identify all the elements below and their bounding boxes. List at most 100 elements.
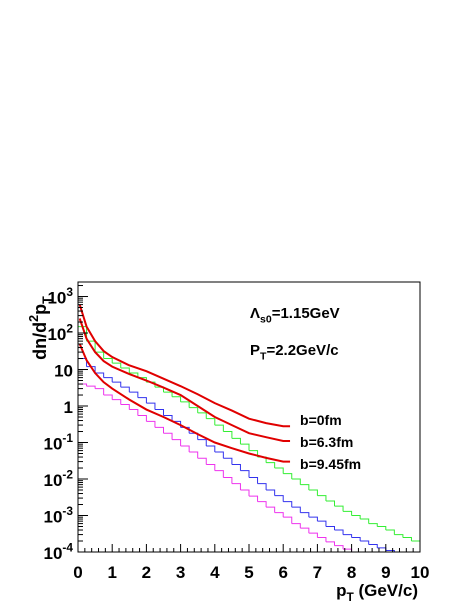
histogram-bin (240, 470, 250, 478)
histogram-bin (334, 545, 344, 550)
histogram-bin (325, 541, 335, 546)
histogram-bin (103, 377, 113, 383)
histogram-bin (283, 473, 293, 480)
histogram-bin (283, 501, 293, 508)
histogram-bin (240, 443, 250, 451)
y-tick-label: 10-4 (44, 540, 74, 563)
histogram-bin (180, 445, 190, 452)
histogram-bin (231, 483, 241, 490)
histogram-bin (385, 529, 395, 535)
histogram-bin (266, 506, 276, 513)
histogram-bin (300, 527, 310, 534)
histogram-bin (308, 532, 318, 538)
histogram-bin (402, 536, 412, 542)
histogram-bin (197, 412, 207, 419)
histogram-bin (214, 470, 224, 478)
histogram-bin (189, 451, 199, 459)
curve-label: b=6.3fm (300, 434, 353, 450)
histogram-bin (300, 484, 310, 490)
x-tick-label: 9 (381, 563, 390, 582)
histogram-bin (360, 518, 370, 524)
histogram-bin (86, 366, 96, 374)
curve-label: b=0fm (300, 412, 342, 428)
histogram-bin (206, 463, 216, 471)
histogram-bin (274, 495, 284, 502)
histogram-bin (86, 385, 96, 389)
histogram-bin (317, 495, 327, 501)
histogram-bin (291, 506, 301, 513)
histogram-bin (266, 462, 276, 469)
curve-label: b=9.45fm (300, 456, 361, 472)
y-axis-label: dn/d2pT (27, 296, 55, 360)
histogram-bin (214, 424, 224, 432)
histogram-bin (223, 476, 233, 484)
histogram-bin (368, 544, 378, 548)
histogram-bin (360, 540, 370, 545)
histogram-bin (223, 457, 233, 465)
histogram-bin (249, 476, 259, 484)
histogram-bin (163, 414, 173, 422)
histogram-bin (172, 439, 182, 447)
histogram-bin (120, 386, 130, 393)
y-tick-label: 103 (47, 285, 73, 308)
histogram-bin (334, 529, 344, 535)
curve (78, 343, 291, 463)
histogram-bin (257, 501, 267, 508)
histogram-bin (274, 512, 284, 518)
histogram-bin (137, 397, 147, 404)
histogram-bin (369, 556, 378, 558)
histogram-bin (351, 536, 361, 542)
histogram-bin (283, 516, 293, 524)
histogram-bin (249, 495, 259, 502)
histogram-bin (368, 523, 378, 527)
curve (78, 304, 291, 428)
curve (78, 318, 291, 442)
histogram-bin (137, 414, 147, 422)
x-tick-label: 10 (411, 563, 430, 582)
histogram-bin (163, 391, 173, 397)
histogram-bin (129, 409, 139, 416)
histogram-bin (120, 404, 130, 410)
histogram-bin (197, 457, 207, 465)
histogram-bin (120, 367, 130, 374)
histogram-bin (103, 358, 113, 364)
histogram-bin (112, 381, 122, 388)
histogram-bin (129, 372, 139, 378)
y-tick-label: 1 (64, 398, 73, 417)
histogram-bin (394, 563, 403, 567)
x-tick-label: 0 (73, 563, 82, 582)
histogram-bin (197, 439, 207, 447)
histogram-bin (308, 516, 318, 522)
histogram-bin (240, 489, 250, 497)
histogram-bin (95, 388, 105, 396)
histogram-bin (112, 399, 122, 405)
x-tick-label: 2 (142, 563, 151, 582)
plot-area (78, 304, 420, 567)
x-tick-label: 3 (176, 563, 185, 582)
histogram-bin (154, 409, 164, 416)
histogram-bin (214, 451, 224, 459)
histogram-bin (274, 467, 284, 474)
x-tick-label: 8 (347, 563, 356, 582)
histogram-bin (180, 401, 190, 408)
histogram-bin (206, 418, 216, 426)
histogram-bin (308, 489, 318, 496)
histogram-bin (172, 396, 182, 402)
histogram-bin (266, 489, 276, 496)
histogram-bin (351, 515, 361, 520)
y-tick-label: 10-3 (44, 504, 74, 527)
histogram-bin (343, 510, 353, 516)
x-tick-label: 7 (313, 563, 322, 582)
annotation: PT=2.2GeV/c (250, 342, 339, 363)
histogram-bin (223, 431, 233, 439)
histogram-bin (317, 520, 327, 527)
histogram-bin (291, 478, 301, 485)
histogram-bin (231, 437, 241, 445)
y-tick-label: 102 (47, 321, 73, 344)
histogram-bin (103, 394, 113, 400)
x-tick-label: 6 (278, 563, 287, 582)
histogram-bin (325, 525, 335, 531)
histogram-bin (334, 505, 344, 512)
histogram-bin (78, 358, 88, 367)
histogram-bin (112, 362, 122, 369)
